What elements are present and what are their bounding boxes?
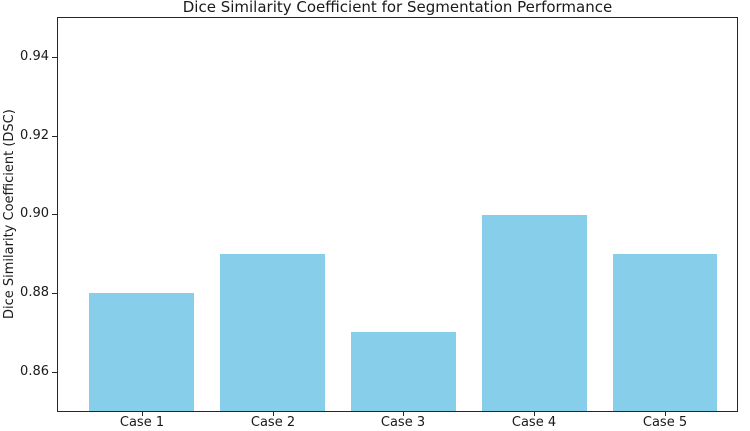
y-tick-label: 0.90 (20, 206, 49, 221)
x-tick-mark (534, 412, 535, 416)
y-tick-mark (52, 372, 57, 373)
x-tick-label: Case 5 (642, 415, 688, 430)
bar-case-4 (481, 214, 587, 411)
x-tick-label: Case 1 (119, 415, 165, 430)
chart-title: Dice Similarity Coefficient for Segmenta… (182, 0, 613, 16)
y-tick-mark (52, 136, 57, 137)
bar-case-3 (351, 332, 456, 411)
bar-case-5 (612, 253, 718, 411)
y-tick-label: 0.88 (20, 285, 49, 300)
x-tick-label: Case 3 (380, 415, 426, 430)
x-tick-mark (273, 412, 274, 416)
y-tick-label: 0.92 (20, 128, 49, 143)
x-tick-mark (403, 412, 404, 416)
bar-case-1 (89, 293, 195, 411)
y-tick-label: 0.94 (20, 49, 49, 64)
x-tick-label: Case 2 (250, 415, 296, 430)
y-tick-label: 0.86 (20, 364, 49, 379)
y-tick-mark (52, 214, 57, 215)
x-tick-label: Case 4 (511, 415, 557, 430)
bar-case-2 (220, 253, 325, 411)
x-tick-mark (142, 412, 143, 416)
plot-area (57, 17, 738, 412)
y-tick-mark (52, 293, 57, 294)
y-tick-mark (52, 57, 57, 58)
x-tick-mark (665, 412, 666, 416)
